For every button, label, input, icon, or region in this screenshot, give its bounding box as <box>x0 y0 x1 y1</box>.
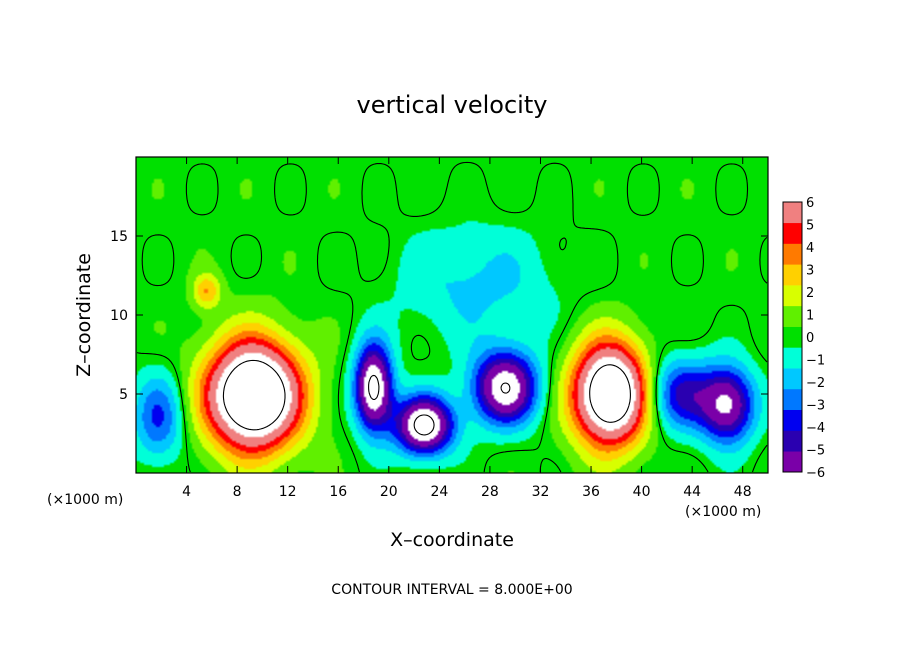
colorbar-tick-label: 2 <box>806 286 814 301</box>
contour-positive <box>222 359 631 431</box>
colorbar-tick-label: −1 <box>806 354 825 369</box>
colorbar-swatch <box>783 388 802 410</box>
y-tick-label: 10 <box>110 308 128 324</box>
x-tick-label: 36 <box>582 484 600 500</box>
colorbar-tick-label: −6 <box>806 466 825 481</box>
x-tick-label: 4 <box>182 484 191 500</box>
colorbar-swatch <box>783 264 802 286</box>
x-tick-label: 20 <box>380 484 398 500</box>
velocity-field-image <box>136 157 768 473</box>
x-axis-ticks: 4 8 12 16 20 24 28 32 36 40 44 48 <box>182 157 752 500</box>
y-axis-label: Z–coordinate <box>73 253 95 377</box>
contour-lines <box>136 161 768 473</box>
x-unit-right: (×1000 m) <box>685 504 761 520</box>
colorbar-swatch <box>783 285 802 307</box>
colorbar-tick-label: 5 <box>806 219 814 234</box>
colorbar-tick-label: 4 <box>806 241 814 256</box>
y-tick-label: 5 <box>119 387 128 403</box>
contour-negative <box>368 374 511 436</box>
x-tick-label: 8 <box>233 484 242 500</box>
x-unit-left: (×1000 m) <box>47 492 123 508</box>
y-axis-ticks: 5 10 15 <box>110 229 768 403</box>
colorbar-swatch <box>783 222 802 244</box>
colorbar-swatch <box>783 409 802 431</box>
colorbar: 6 5 4 3 2 1 0 −1 −2 −3 −4 −5 −6 <box>782 196 825 481</box>
colorbar-swatch <box>783 347 802 369</box>
colorbar-swatch <box>783 430 802 452</box>
x-tick-label: 48 <box>734 484 752 500</box>
x-axis-label: X–coordinate <box>390 529 514 551</box>
colorbar-swatch <box>783 451 802 473</box>
colorbar-frame <box>782 201 803 473</box>
colorbar-tick-label: 3 <box>806 264 814 279</box>
colorbar-swatch <box>783 326 802 348</box>
colorbar-swatch <box>783 305 802 327</box>
colorbar-tick-label: −3 <box>806 399 825 414</box>
colorbar-tick-label: 6 <box>806 196 814 211</box>
x-tick-label: 44 <box>683 484 701 500</box>
colorbar-tick-label: 0 <box>806 331 814 346</box>
x-tick-label: 12 <box>279 484 297 500</box>
x-tick-label: 40 <box>633 484 651 500</box>
x-tick-label: 16 <box>329 484 347 500</box>
heatmap-field <box>136 157 768 473</box>
colorbar-swatch <box>783 202 802 224</box>
contour-positive <box>136 161 768 473</box>
colorbar-tick-label: −2 <box>806 376 825 391</box>
colorbar-tick-label: −5 <box>806 444 825 459</box>
colorbar-swatch <box>783 368 802 390</box>
chart-title: vertical velocity <box>357 91 548 119</box>
colorbar-tick-label: 1 <box>806 309 814 324</box>
y-tick-label: 15 <box>110 229 128 245</box>
contour-interval-note: CONTOUR INTERVAL = 8.000E+00 <box>331 582 572 598</box>
colorbar-swatch <box>783 243 802 265</box>
x-tick-label: 32 <box>532 484 550 500</box>
x-tick-label: 28 <box>481 484 499 500</box>
x-tick-label: 24 <box>430 484 448 500</box>
colorbar-tick-label: −4 <box>806 421 825 436</box>
